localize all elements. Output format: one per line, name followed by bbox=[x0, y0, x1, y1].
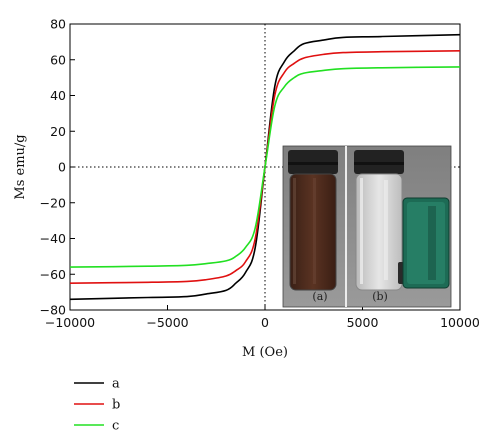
x-tick-label: −5000 bbox=[146, 315, 188, 330]
x-tick-label: 5000 bbox=[347, 315, 379, 330]
x-axis: −10000 −5000 0 5000 10000 bbox=[45, 305, 480, 330]
y-tick-label: 0 bbox=[58, 160, 66, 175]
x-tick-label: 0 bbox=[261, 315, 269, 330]
x-axis-title: M (Oe) bbox=[242, 345, 288, 360]
legend-label-b: b bbox=[112, 398, 120, 413]
series-line-c bbox=[70, 66, 460, 268]
y-tick-label: −40 bbox=[40, 231, 66, 246]
inset-caption-b: (b) bbox=[372, 290, 388, 303]
legend-label-a: a bbox=[112, 377, 120, 392]
y-tick-label: 40 bbox=[50, 88, 66, 103]
inset-caption-a: (a) bbox=[312, 290, 327, 303]
x-tick-label: 10000 bbox=[440, 315, 480, 330]
magnet-block-image bbox=[402, 197, 450, 289]
vial-a-image bbox=[288, 150, 338, 291]
y-tick-label: −20 bbox=[40, 195, 66, 210]
y-tick-label: 60 bbox=[50, 52, 66, 67]
y-tick-label: −80 bbox=[40, 303, 66, 318]
series-group bbox=[70, 33, 460, 301]
y-axis-title: Ms emu/g bbox=[13, 134, 28, 199]
y-tick-label: 80 bbox=[50, 17, 66, 32]
x-tick-label: −10000 bbox=[45, 315, 95, 330]
legend: abc bbox=[74, 377, 120, 434]
vial-b-image bbox=[354, 150, 404, 291]
y-tick-label: −60 bbox=[40, 267, 66, 282]
y-axis: 80 60 40 20 0 −20 −40 −60 −80 bbox=[40, 17, 75, 318]
inset-photo: (a) (b) bbox=[282, 145, 452, 308]
y-tick-label: 20 bbox=[50, 124, 66, 139]
legend-label-c: c bbox=[112, 419, 119, 434]
